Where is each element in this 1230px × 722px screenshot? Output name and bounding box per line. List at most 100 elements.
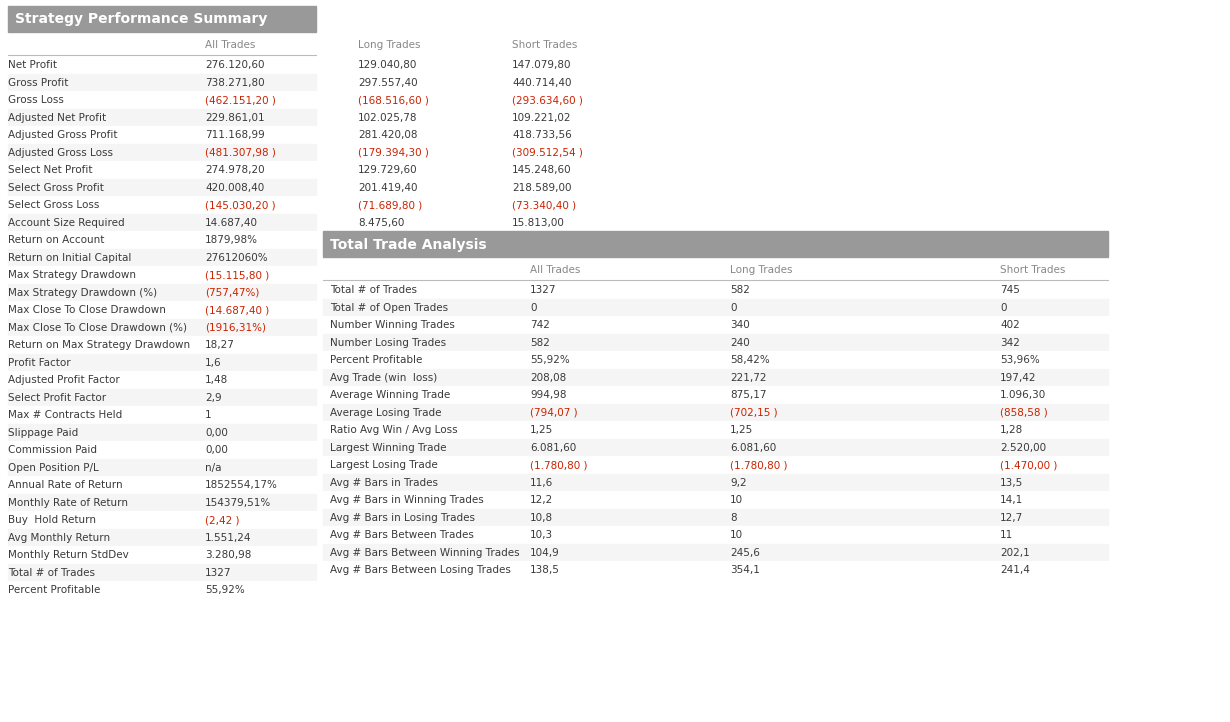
Text: Max # Contracts Held: Max # Contracts Held xyxy=(9,410,122,420)
Text: 276.120,60: 276.120,60 xyxy=(205,60,264,70)
Text: 10,3: 10,3 xyxy=(530,530,554,540)
Text: Avg # Bars in Winning Trades: Avg # Bars in Winning Trades xyxy=(330,495,483,505)
Text: 9,2: 9,2 xyxy=(729,478,747,488)
Text: (71.689,80 ): (71.689,80 ) xyxy=(358,200,422,210)
Text: 420.008,40: 420.008,40 xyxy=(205,183,264,193)
Text: 14.687,40: 14.687,40 xyxy=(205,218,258,227)
Text: (462.151,20 ): (462.151,20 ) xyxy=(205,95,276,105)
Text: Largest Winning Trade: Largest Winning Trade xyxy=(330,443,446,453)
Text: Ratio Avg Win / Avg Loss: Ratio Avg Win / Avg Loss xyxy=(330,425,458,435)
Text: 14,1: 14,1 xyxy=(1000,495,1023,505)
Text: 138,5: 138,5 xyxy=(530,565,560,575)
Bar xyxy=(9,266,316,284)
Bar xyxy=(9,546,316,563)
Text: 58,42%: 58,42% xyxy=(729,355,770,365)
Bar xyxy=(323,561,1108,578)
Text: 0: 0 xyxy=(729,303,737,313)
Text: 15.813,00: 15.813,00 xyxy=(512,218,565,227)
Text: All Trades: All Trades xyxy=(205,40,256,50)
Bar xyxy=(9,126,316,144)
Text: Gross Loss: Gross Loss xyxy=(9,95,64,105)
Text: Return on Account: Return on Account xyxy=(9,235,105,245)
Text: Monthly Return StdDev: Monthly Return StdDev xyxy=(9,550,129,560)
Text: (481.307,98 ): (481.307,98 ) xyxy=(205,148,276,157)
Text: 109.221,02: 109.221,02 xyxy=(512,113,572,123)
Text: Monthly Rate of Return: Monthly Rate of Return xyxy=(9,497,128,508)
Text: Adjusted Gross Profit: Adjusted Gross Profit xyxy=(9,130,118,140)
Bar xyxy=(9,214,316,231)
Text: Max Strategy Drawdown: Max Strategy Drawdown xyxy=(9,270,137,280)
Text: 1879,98%: 1879,98% xyxy=(205,235,258,245)
Text: 711.168,99: 711.168,99 xyxy=(205,130,264,140)
Text: Select Gross Loss: Select Gross Loss xyxy=(9,200,100,210)
Text: 1852554,17%: 1852554,17% xyxy=(205,480,278,490)
Bar xyxy=(9,248,316,266)
Text: 994,98: 994,98 xyxy=(530,391,567,400)
Text: Buy  Hold Return: Buy Hold Return xyxy=(9,516,96,525)
Text: Total # of Trades: Total # of Trades xyxy=(330,285,417,295)
Text: (179.394,30 ): (179.394,30 ) xyxy=(358,148,429,157)
Text: (1.780,80 ): (1.780,80 ) xyxy=(530,460,588,470)
Text: (14.687,40 ): (14.687,40 ) xyxy=(205,305,269,316)
Text: 202,1: 202,1 xyxy=(1000,548,1030,558)
Text: 229.861,01: 229.861,01 xyxy=(205,113,264,123)
Bar xyxy=(323,231,1108,257)
Text: 10,8: 10,8 xyxy=(530,513,554,523)
Bar xyxy=(9,161,316,178)
Text: All Trades: All Trades xyxy=(530,265,581,275)
Bar xyxy=(9,354,316,371)
Text: 738.271,80: 738.271,80 xyxy=(205,78,264,88)
Text: Avg # Bars in Losing Trades: Avg # Bars in Losing Trades xyxy=(330,513,475,523)
Text: 12,2: 12,2 xyxy=(530,495,554,505)
Text: 129.729,60: 129.729,60 xyxy=(358,165,418,175)
Text: 1.551,24: 1.551,24 xyxy=(205,533,251,543)
Bar xyxy=(323,456,1108,474)
Text: 145.248,60: 145.248,60 xyxy=(512,165,572,175)
Text: 12,7: 12,7 xyxy=(1000,513,1023,523)
Text: Account Size Required: Account Size Required xyxy=(9,218,124,227)
Text: (73.340,40 ): (73.340,40 ) xyxy=(512,200,576,210)
Text: (1.780,80 ): (1.780,80 ) xyxy=(729,460,787,470)
Bar xyxy=(9,371,316,388)
Text: 27612060%: 27612060% xyxy=(205,253,268,263)
Bar xyxy=(9,336,316,354)
Text: 1: 1 xyxy=(205,410,212,420)
Text: Return on Max Strategy Drawdown: Return on Max Strategy Drawdown xyxy=(9,340,191,350)
Text: 297.557,40: 297.557,40 xyxy=(358,78,418,88)
Bar xyxy=(9,6,316,32)
Bar xyxy=(9,284,316,301)
Text: Adjusted Net Profit: Adjusted Net Profit xyxy=(9,113,106,123)
Text: 340: 340 xyxy=(729,321,750,330)
Text: Select Profit Factor: Select Profit Factor xyxy=(9,393,106,403)
Text: Avg Monthly Return: Avg Monthly Return xyxy=(9,533,111,543)
Text: 0: 0 xyxy=(530,303,536,313)
Bar xyxy=(9,318,316,336)
Text: 274.978,20: 274.978,20 xyxy=(205,165,264,175)
Text: 3.280,98: 3.280,98 xyxy=(205,550,251,560)
Text: Profit Factor: Profit Factor xyxy=(9,357,70,367)
Bar xyxy=(323,438,1108,456)
Text: 418.733,56: 418.733,56 xyxy=(512,130,572,140)
Text: 208,08: 208,08 xyxy=(530,373,566,383)
Text: 8.475,60: 8.475,60 xyxy=(358,218,405,227)
Bar xyxy=(323,491,1108,508)
Bar xyxy=(9,458,316,476)
Text: 55,92%: 55,92% xyxy=(205,586,245,595)
Bar xyxy=(323,508,1108,526)
Text: 240: 240 xyxy=(729,338,750,348)
Bar xyxy=(9,144,316,161)
Text: Total # of Trades: Total # of Trades xyxy=(9,567,95,578)
Text: 53,96%: 53,96% xyxy=(1000,355,1039,365)
Text: 582: 582 xyxy=(729,285,750,295)
Text: 354,1: 354,1 xyxy=(729,565,760,575)
Bar xyxy=(9,196,316,214)
Text: 1,25: 1,25 xyxy=(530,425,554,435)
Text: Max Strategy Drawdown (%): Max Strategy Drawdown (%) xyxy=(9,288,157,297)
Text: 10: 10 xyxy=(729,495,743,505)
Bar xyxy=(323,474,1108,491)
Text: Gross Profit: Gross Profit xyxy=(9,78,69,88)
Text: 2.520,00: 2.520,00 xyxy=(1000,443,1047,453)
Text: 875,17: 875,17 xyxy=(729,391,766,400)
Text: 342: 342 xyxy=(1000,338,1020,348)
Text: Percent Profitable: Percent Profitable xyxy=(330,355,422,365)
